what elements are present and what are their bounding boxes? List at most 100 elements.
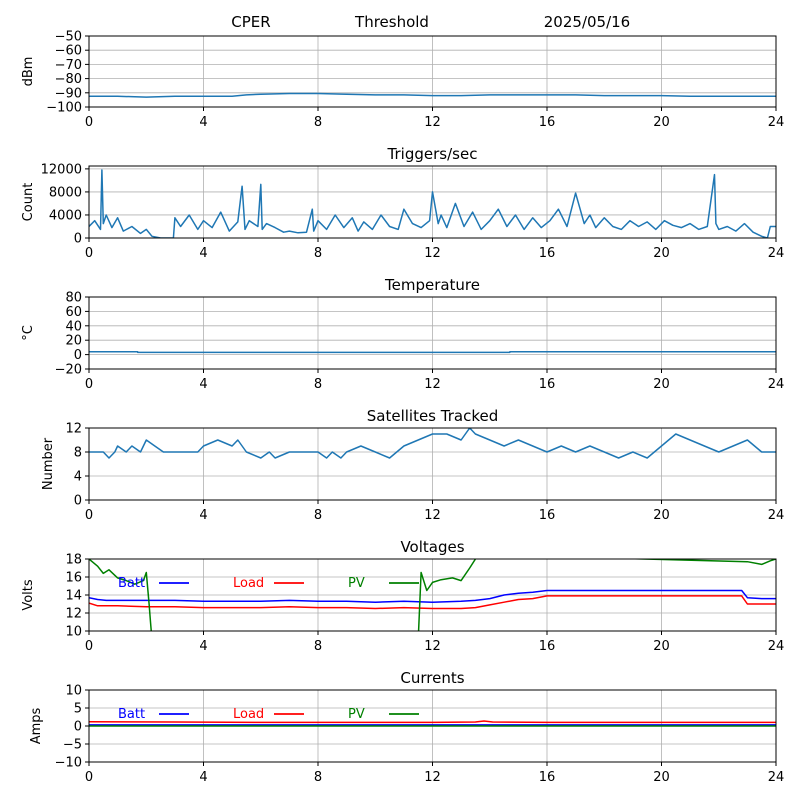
x-tick-label: 16: [539, 246, 556, 261]
x-tick-label: 8: [314, 377, 322, 392]
series-line-1: [89, 92, 776, 98]
x-tick-label: 0: [85, 246, 93, 261]
x-tick-label: 8: [314, 639, 322, 654]
x-tick-label: 16: [539, 508, 556, 523]
y-tick-label: 18: [65, 553, 82, 568]
y-tick-label: −20: [55, 363, 82, 378]
y-axis-label: Count: [21, 183, 36, 222]
panel-4: 0 4 8 12 16 20 24 0 4 8 12 Satellites Tracked Number: [41, 407, 784, 523]
legend-label-load: Load: [233, 576, 264, 591]
x-tick-label: 12: [424, 377, 441, 392]
series-group: [89, 559, 776, 631]
y-tick-label: −60: [55, 44, 82, 59]
y-tick-label: 60: [65, 305, 82, 320]
y-tick-label: 4000: [49, 208, 82, 223]
y-tick-label: −80: [55, 72, 82, 87]
header-mode: Threshold: [354, 13, 429, 31]
y-tick-label: 8000: [49, 185, 82, 200]
series-line-batt: [89, 589, 776, 603]
y-tick-label: 10: [65, 625, 82, 640]
legend-label-load: Load: [233, 707, 264, 722]
series-group: [89, 92, 776, 98]
x-tick-label: 20: [653, 770, 670, 785]
legend-label-pv: PV: [348, 707, 365, 722]
panel-2: 0 4 8 12 16 20 24 0 4000 8000 12000 Triggers/sec Cou…: [21, 145, 784, 261]
header-date: 2025/05/16: [544, 13, 630, 31]
series-line-1: [89, 169, 776, 238]
series-line-pv: [89, 559, 776, 631]
x-tick-label: 24: [768, 377, 785, 392]
x-tick-label: 8: [314, 508, 322, 523]
x-tick-label: 16: [539, 377, 556, 392]
y-tick-label: 5: [74, 702, 82, 717]
series-line-1: [89, 350, 776, 354]
x-tick-label: 16: [539, 639, 556, 654]
series-line-1: [89, 428, 776, 459]
y-tick-label: 80: [65, 291, 82, 306]
panel-title: Triggers/sec: [387, 145, 478, 163]
series-group: [89, 720, 776, 727]
panel-1: 0 4 8 12 16 20 24 −100−90−80−70−60−50 dBm: [21, 30, 784, 131]
x-tick-label: 24: [768, 770, 785, 785]
x-tick-label: 4: [199, 246, 207, 261]
y-tick-label: 0: [74, 232, 82, 247]
y-tick-label: −90: [55, 86, 82, 101]
x-tick-label: 8: [314, 115, 322, 130]
series-group: [89, 350, 776, 354]
y-tick-label: 10: [65, 684, 82, 699]
panel-title: Currents: [400, 669, 464, 687]
y-axis-label: Number: [41, 437, 56, 490]
y-tick-label: 16: [65, 571, 82, 586]
panel-title: Satellites Tracked: [367, 407, 498, 425]
y-tick-label: −100: [46, 101, 82, 116]
x-tick-label: 0: [85, 508, 93, 523]
x-tick-label: 24: [768, 508, 785, 523]
x-tick-label: 20: [653, 377, 670, 392]
x-tick-label: 12: [424, 639, 441, 654]
x-tick-label: 4: [199, 115, 207, 130]
y-tick-label: 40: [65, 319, 82, 334]
y-axis-label: Amps: [29, 707, 44, 744]
x-tick-label: 20: [653, 246, 670, 261]
x-tick-label: 24: [768, 639, 785, 654]
x-tick-label: 12: [424, 115, 441, 130]
legend-label-pv: PV: [348, 576, 365, 591]
panel-5: 0 4 8 12 16 20 24 10 12 14 16 18 Voltages Volts Batt Lo…: [21, 538, 784, 654]
x-tick-label: 16: [539, 770, 556, 785]
panel-title: Voltages: [400, 538, 464, 556]
x-tick-label: 20: [653, 115, 670, 130]
x-tick-label: 24: [768, 115, 785, 130]
panel-6: 0 4 8 12 16 20 24 −10 −5 0 5 10 Currents Amps Batt Load…: [29, 669, 784, 785]
y-tick-label: 14: [65, 589, 82, 604]
y-axis-label: dBm: [21, 57, 36, 87]
x-tick-label: 4: [199, 508, 207, 523]
y-tick-label: −5: [63, 738, 82, 753]
x-tick-label: 0: [85, 377, 93, 392]
x-tick-label: 20: [653, 639, 670, 654]
panel-title: Temperature: [384, 276, 480, 294]
y-axis-label: Volts: [21, 579, 36, 611]
header-station: CPER: [231, 13, 270, 31]
y-tick-label: 8: [74, 446, 82, 461]
y-tick-label: −70: [55, 58, 82, 73]
y-tick-label: 4: [74, 470, 82, 485]
x-tick-label: 0: [85, 639, 93, 654]
x-tick-label: 16: [539, 115, 556, 130]
y-axis-label: °C: [21, 325, 36, 341]
x-tick-label: 12: [424, 246, 441, 261]
x-tick-label: 4: [199, 377, 207, 392]
legend-label-batt: Batt: [118, 707, 145, 722]
x-tick-label: 4: [199, 639, 207, 654]
x-tick-label: 0: [85, 770, 93, 785]
x-tick-label: 12: [424, 770, 441, 785]
y-tick-label: 12000: [41, 162, 82, 177]
y-tick-label: 12: [65, 422, 82, 437]
series-group: [89, 169, 776, 238]
x-tick-label: 8: [314, 770, 322, 785]
panels: 0 4 8 12 16 20 24 −100−90−80−70−60 −5 0 dBm 0 4 8 12 16…: [21, 30, 784, 786]
y-tick-label: 20: [65, 334, 82, 349]
series-group: [89, 428, 776, 459]
x-tick-label: 20: [653, 508, 670, 523]
